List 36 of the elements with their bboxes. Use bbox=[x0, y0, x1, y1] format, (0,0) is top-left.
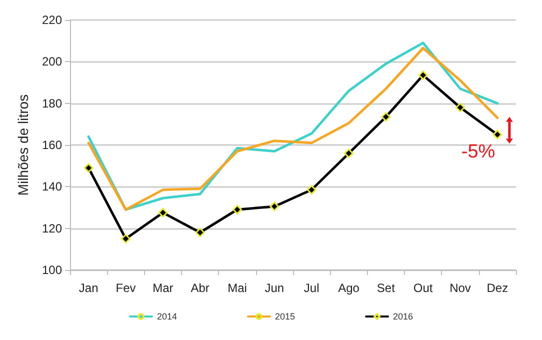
annotation: -5% bbox=[461, 142, 496, 163]
x-tick-label: Jan bbox=[78, 281, 98, 295]
y-tick-label: 160 bbox=[42, 138, 62, 152]
y-tick-label: 140 bbox=[42, 180, 62, 194]
x-tick-label: Mar bbox=[152, 281, 174, 295]
point bbox=[492, 130, 502, 140]
y-axis-title: Milhões de litros bbox=[15, 94, 31, 196]
point bbox=[456, 102, 465, 112]
x-tick-label: Jul bbox=[304, 281, 320, 295]
legend-label: 2014 bbox=[156, 312, 177, 322]
y-tick-label: 100 bbox=[42, 263, 62, 277]
x-tick-label: Nov bbox=[450, 281, 471, 295]
x-tick-label: Set bbox=[376, 281, 396, 295]
point bbox=[195, 228, 205, 238]
point bbox=[306, 185, 316, 195]
point bbox=[418, 70, 428, 80]
x-tick-label: Abr bbox=[190, 281, 210, 295]
point bbox=[381, 112, 391, 122]
x-tick-label: Dez bbox=[486, 281, 508, 295]
point bbox=[121, 234, 130, 244]
point bbox=[84, 163, 94, 173]
legend-label: 2016 bbox=[393, 312, 414, 322]
y-tick-label: 120 bbox=[42, 221, 62, 236]
x-tick-label: Jun bbox=[264, 281, 284, 295]
y-tick-label: 180 bbox=[42, 96, 62, 110]
x-tick-label: Out bbox=[413, 281, 434, 295]
point bbox=[344, 148, 354, 158]
x-tick-label: Fev bbox=[116, 281, 136, 295]
x-tick-label: Ago bbox=[338, 281, 360, 295]
x-tick-label: Mai bbox=[228, 281, 247, 295]
point bbox=[232, 204, 242, 214]
point bbox=[158, 208, 168, 218]
y-tick-label: 220 bbox=[42, 13, 62, 27]
y-tick-label: 200 bbox=[42, 54, 62, 69]
legend-label: 2015 bbox=[274, 312, 296, 322]
point bbox=[270, 202, 280, 212]
